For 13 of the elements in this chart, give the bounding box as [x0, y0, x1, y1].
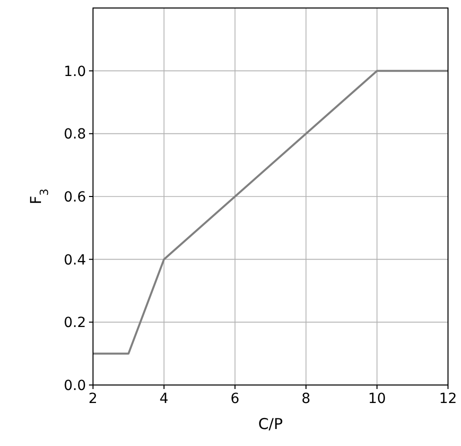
x-axis-title: C/P — [258, 415, 283, 433]
y-tick-label: 0.6 — [64, 190, 86, 206]
x-tick-label: 10 — [368, 391, 386, 407]
x-tick-label: 8 — [302, 391, 310, 407]
x-tick-label: 12 — [439, 391, 457, 407]
y-tick-label: 0.4 — [64, 252, 86, 268]
y-tick-label: 0.0 — [64, 378, 86, 394]
y-tick-label: 0.8 — [64, 126, 86, 143]
y-tick-label: 1.0 — [64, 64, 86, 80]
x-tick-label: 6 — [230, 391, 240, 407]
x-tick-label: 2 — [88, 391, 98, 407]
y-tick-label: 0.2 — [64, 315, 86, 332]
x-tick-label: 4 — [160, 391, 169, 407]
